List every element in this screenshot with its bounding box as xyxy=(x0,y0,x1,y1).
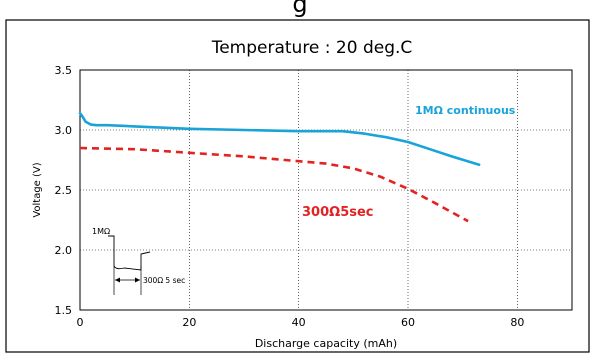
plot-area: 1.5 2.0 2.5 3.0 3.5 0 20 40 60 80 xyxy=(55,64,573,329)
y-tick-label: 1.5 xyxy=(55,304,73,317)
header-partial-text: g xyxy=(292,0,307,18)
y-tick-label: 2.5 xyxy=(55,184,73,197)
series-line-300-5sec xyxy=(79,146,469,223)
y-axis-label: Voltage (V) xyxy=(32,162,43,217)
series-line-1m-continuous xyxy=(78,111,481,167)
x-tick-label: 20 xyxy=(182,316,196,329)
x-tick-label: 80 xyxy=(510,316,524,329)
pulse-inset: 1MΩ 300Ω 5 sec xyxy=(92,227,185,295)
y-tick-labels: 1.5 2.0 2.5 3.0 3.5 xyxy=(55,64,73,317)
x-tick-label: 0 xyxy=(77,316,84,329)
x-tick-labels: 0 20 40 60 80 xyxy=(77,316,525,329)
series-label-1m-continuous: 1MΩ continuous xyxy=(415,104,516,117)
chart-title: Temperature : 20 deg.C xyxy=(211,38,413,58)
x-tick-label: 40 xyxy=(292,316,306,329)
gridlines xyxy=(80,70,572,310)
series-label-300-5sec: 300Ω5sec xyxy=(302,205,374,220)
x-axis-label: Discharge capacity (mAh) xyxy=(255,337,397,350)
y-tick-label: 3.0 xyxy=(55,124,73,137)
inset-label-300: 300Ω 5 sec xyxy=(143,276,185,285)
y-tick-label: 2.0 xyxy=(55,244,73,257)
y-tick-label: 3.5 xyxy=(55,64,73,77)
inset-arrowhead-right xyxy=(135,277,140,283)
chart-frame xyxy=(5,19,590,353)
inset-arrowhead-left xyxy=(115,277,120,283)
series-lines xyxy=(78,111,481,223)
x-tick-label: 60 xyxy=(401,316,415,329)
inset-label-1m: 1MΩ xyxy=(92,227,110,236)
